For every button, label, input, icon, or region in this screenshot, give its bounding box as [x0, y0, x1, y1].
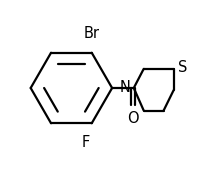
Text: N: N	[120, 80, 131, 96]
Text: Br: Br	[84, 26, 100, 42]
Text: O: O	[127, 111, 139, 126]
Text: F: F	[81, 134, 90, 150]
Text: S: S	[178, 61, 187, 76]
